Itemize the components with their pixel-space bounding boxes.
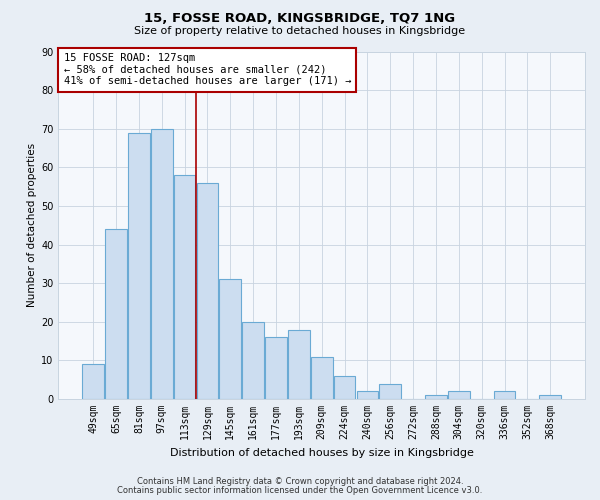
Bar	[82, 364, 104, 399]
Bar	[174, 175, 196, 399]
Bar	[265, 338, 287, 399]
Bar	[311, 356, 332, 399]
Bar	[356, 392, 378, 399]
Bar	[105, 229, 127, 399]
Bar	[448, 392, 470, 399]
Bar	[197, 183, 218, 399]
Text: 15 FOSSE ROAD: 127sqm
← 58% of detached houses are smaller (242)
41% of semi-det: 15 FOSSE ROAD: 127sqm ← 58% of detached …	[64, 53, 351, 86]
Text: Contains public sector information licensed under the Open Government Licence v3: Contains public sector information licen…	[118, 486, 482, 495]
Bar	[242, 322, 264, 399]
Text: 15, FOSSE ROAD, KINGSBRIDGE, TQ7 1NG: 15, FOSSE ROAD, KINGSBRIDGE, TQ7 1NG	[145, 12, 455, 26]
Bar	[220, 280, 241, 399]
Bar	[334, 376, 355, 399]
Bar	[494, 392, 515, 399]
X-axis label: Distribution of detached houses by size in Kingsbridge: Distribution of detached houses by size …	[170, 448, 473, 458]
Bar	[539, 395, 561, 399]
Text: Contains HM Land Registry data © Crown copyright and database right 2024.: Contains HM Land Registry data © Crown c…	[137, 477, 463, 486]
Bar	[288, 330, 310, 399]
Bar	[425, 395, 447, 399]
Bar	[151, 128, 173, 399]
Bar	[128, 132, 150, 399]
Y-axis label: Number of detached properties: Number of detached properties	[27, 143, 37, 308]
Bar	[379, 384, 401, 399]
Text: Size of property relative to detached houses in Kingsbridge: Size of property relative to detached ho…	[134, 26, 466, 36]
